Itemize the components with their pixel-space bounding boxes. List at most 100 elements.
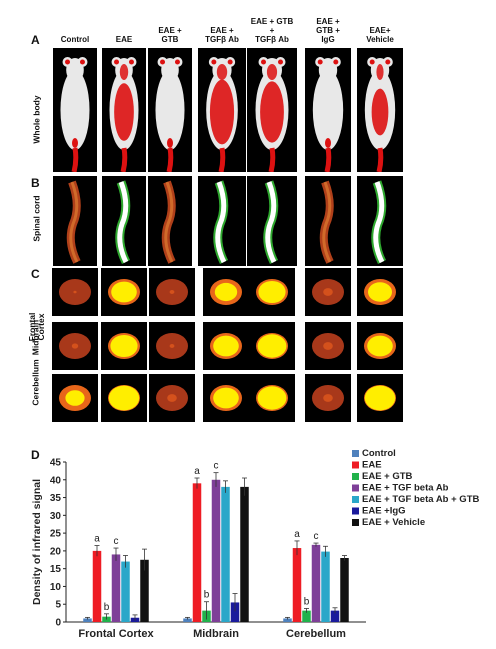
brain-image-r1-c1 [101,322,147,370]
legend-swatch [352,507,359,515]
spinal-cord-image-2 [148,176,192,266]
column-header-4: EAE + GTB + TGFβ Ab [250,17,294,44]
legend-swatch [352,473,359,480]
spinal-cord-image-5 [305,176,351,266]
bar-2-6 [340,558,349,622]
spinal-cord-image-6 [357,176,403,266]
x-category-label: Midbrain [193,628,239,640]
legend-label: Control [362,448,396,459]
brain-image-r1-c4 [249,322,295,370]
brain-image-r1-c2 [149,322,195,370]
column-header-5: EAE + GTB + IgG [316,17,340,44]
y-tick-label: 45 [50,458,62,469]
brain-image-r1-c3 [203,322,249,370]
column-header-6: EAE+ Vehicle [366,26,394,44]
brain-image-r0-c2 [149,268,195,316]
legend-label: EAE +IgG [362,506,406,517]
brain-image-r0-c0 [52,268,98,316]
bar-0-0 [83,618,92,622]
whole-body-image-3 [198,48,246,172]
significance-letter: a [194,466,200,477]
y-tick-label: 25 [50,529,62,540]
y-tick-label: 20 [50,546,62,557]
brain-image-r0-c5 [305,268,351,316]
significance-letter: c [114,536,119,547]
whole-body-image-4 [247,48,297,172]
legend-label: EAE + TGF beta Ab [362,483,449,494]
bar-1-6 [240,486,249,622]
column-header-2: EAE + GTB [158,26,182,44]
y-tick-label: 40 [50,475,62,486]
panel-c-letter: C [31,267,40,281]
brain-image-r1-c6 [357,322,403,370]
brain-image-r2-c2 [149,374,195,422]
legend-swatch [352,496,359,503]
bar-0-3 [111,554,121,622]
y-tick-label: 0 [55,618,61,629]
y-tick-label: 5 [55,600,61,611]
bar-1-1 [192,483,202,622]
column-header-0: Control [60,35,90,44]
brain-image-r2-c4 [249,374,295,422]
brain-image-r2-c1 [101,374,147,422]
brain-image-r2-c0 [52,374,98,422]
bar-0-4 [121,561,130,622]
brain-image-r0-c4 [249,268,295,316]
column-header-3: EAE + TGFβ Ab [205,26,239,44]
legend-label: EAE + TGF beta Ab + GTB [362,494,479,505]
whole-body-image-0 [53,48,97,172]
legend-label: EAE + Vehicle [362,517,425,528]
significance-letter: a [294,529,300,540]
spinal-cord-image-0 [53,176,97,266]
brain-image-r1-c0 [52,322,98,370]
bar-2-0 [283,618,292,622]
whole-body-image-5 [305,48,351,172]
column-header-1: EAE [115,35,133,44]
bar-2-4 [321,551,330,622]
bar-0-1 [92,550,102,622]
bar-0-6 [140,559,149,622]
brain-image-r2-c5 [305,374,351,422]
legend-label: EAE [362,460,382,471]
legend-swatch [352,484,359,492]
row-label-spinal-cord: Spinal cord [31,195,42,242]
panel-d-letter: D [31,448,40,462]
significance-letter: b [204,590,210,601]
spinal-cord-image-3 [198,176,246,266]
y-tick-label: 30 [50,511,62,522]
brain-image-r2-c6 [357,374,403,422]
y-tick-label: 10 [50,582,62,593]
x-category-label: Frontal Cortex [78,628,154,640]
significance-letter: c [214,461,219,472]
significance-letter: b [304,596,310,607]
y-tick-label: 15 [50,564,62,575]
legend-label: EAE + GTB [362,471,413,482]
whole-body-image-6 [357,48,403,172]
whole-body-image-1 [102,48,146,172]
infrared-density-bar-chart: 0 5 10 15 20 25 30 35 40 45 Density of infrared si… [31,448,479,640]
panel-a-letter: A [31,33,40,47]
whole-body-image-2 [148,48,192,172]
legend-swatch [352,450,359,457]
bar-2-2 [302,610,311,622]
legend-swatch [352,519,359,526]
brain-image-r0-c6 [357,268,403,316]
spinal-cord-image-4 [247,176,297,266]
bar-1-5 [230,602,240,622]
significance-letter: a [94,534,100,545]
y-tick-label: 35 [50,493,62,504]
row-label-whole-body: Whole body [31,95,42,144]
brain-image-r0-c1 [101,268,147,316]
bar-1-4 [221,486,230,622]
legend-swatch [352,461,359,469]
bar-2-5 [330,610,340,622]
row-label-cerebellum: Cerebellum [30,359,41,406]
significance-letter: c [314,531,319,542]
x-category-label: Cerebellum [286,628,346,640]
significance-letter: b [104,602,110,613]
brain-image-r1-c5 [305,322,351,370]
bar-2-1 [292,548,302,622]
brain-image-r2-c3 [203,374,249,422]
y-axis-title: Density of infrared signal [31,479,43,605]
panel-b-letter: B [31,176,40,190]
